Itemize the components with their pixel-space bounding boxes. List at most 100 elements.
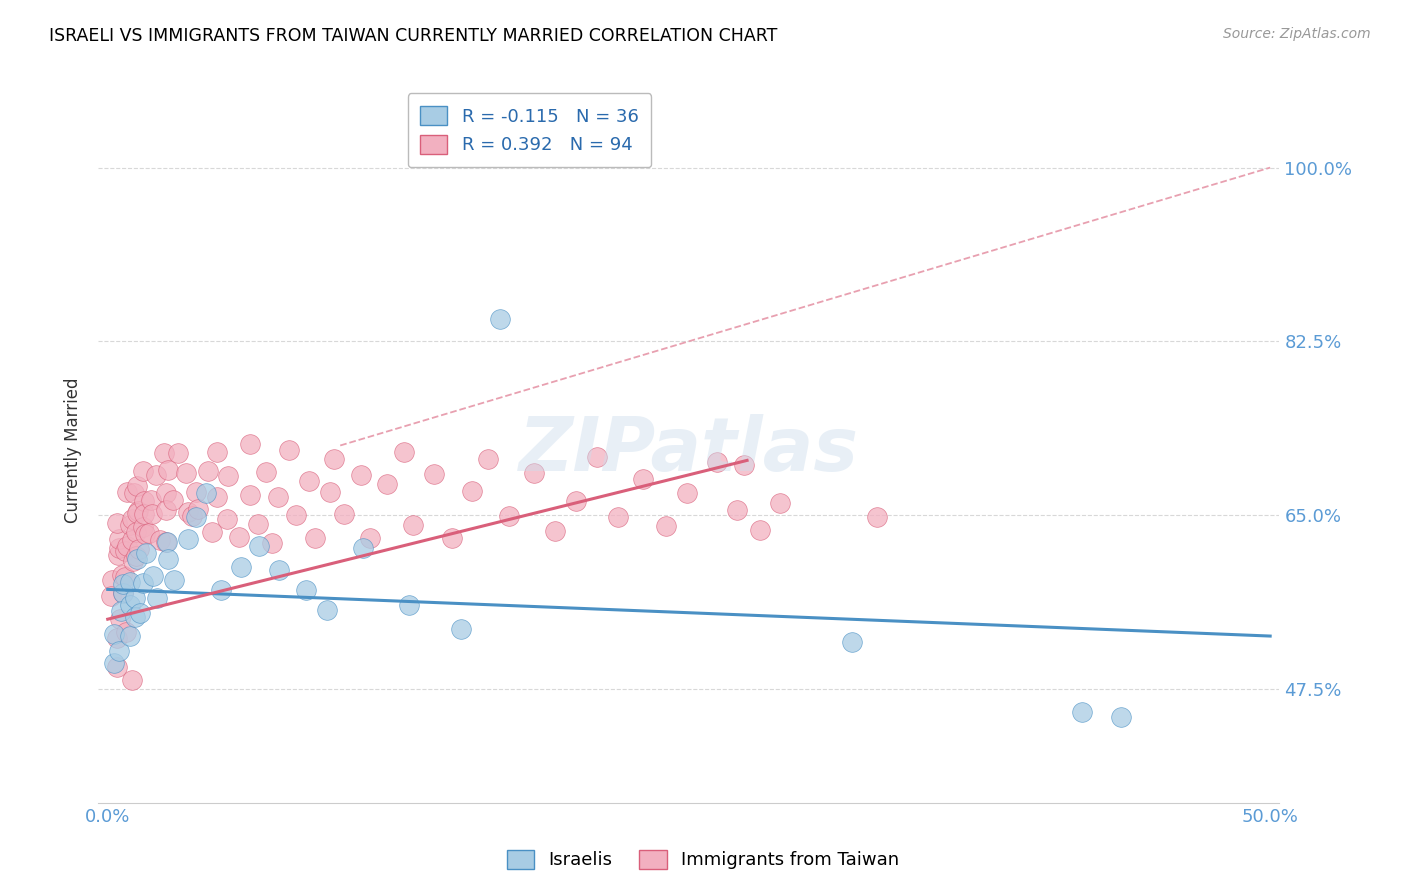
Point (422, 467, 444, 482)
Point (105, 631, 128, 645)
Point (107, 643, 129, 657)
Point (769, 496, 792, 510)
Point (125, 525, 148, 540)
Point (402, 518, 425, 533)
Point (194, 486, 217, 500)
Point (155, 486, 177, 500)
Point (246, 517, 269, 532)
Point (155, 502, 177, 516)
Point (155, 534, 177, 549)
Point (108, 612, 131, 626)
Point (205, 444, 228, 458)
Point (127, 478, 149, 492)
Point (117, 484, 139, 499)
Point (114, 570, 136, 584)
Point (125, 506, 148, 520)
Point (304, 532, 326, 546)
Point (392, 445, 415, 459)
Point (676, 486, 699, 500)
Point (333, 507, 356, 521)
Point (132, 575, 155, 590)
Point (125, 549, 148, 563)
Point (124, 591, 146, 605)
Point (841, 635, 863, 649)
Point (181, 508, 204, 523)
Point (177, 505, 200, 519)
Point (176, 466, 198, 480)
Point (655, 519, 678, 533)
Point (138, 525, 160, 540)
Point (1070, 705, 1092, 719)
Point (162, 492, 184, 507)
Point (585, 450, 607, 464)
Point (489, 311, 512, 326)
Point (145, 591, 167, 605)
Point (112, 576, 135, 591)
Point (350, 468, 373, 483)
Point (631, 471, 654, 485)
Point (544, 524, 567, 538)
Point (122, 554, 145, 568)
Point (107, 660, 129, 674)
Point (132, 464, 155, 478)
Point (105, 516, 128, 531)
Legend: R = -0.115   N = 36, R = 0.392   N = 94: R = -0.115 N = 36, R = 0.392 N = 94 (408, 93, 651, 167)
Point (606, 510, 628, 524)
Point (101, 574, 124, 588)
Point (118, 598, 141, 612)
Point (149, 533, 172, 548)
Point (125, 552, 148, 566)
Point (157, 552, 180, 566)
Point (129, 606, 152, 620)
Point (107, 532, 129, 546)
Point (267, 491, 290, 505)
Point (217, 469, 239, 483)
Point (156, 463, 179, 477)
Text: Source: ZipAtlas.com: Source: ZipAtlas.com (1223, 27, 1371, 41)
Point (201, 524, 224, 539)
Point (239, 488, 262, 502)
Point (706, 455, 728, 469)
Point (110, 603, 132, 617)
Point (564, 494, 586, 508)
Point (749, 523, 772, 537)
Point (132, 507, 155, 521)
Point (228, 530, 250, 544)
Point (217, 512, 239, 526)
Point (100, 589, 122, 603)
Point (461, 483, 484, 498)
Point (359, 531, 381, 545)
Point (375, 477, 398, 491)
Point (441, 531, 464, 545)
Point (477, 452, 499, 467)
Point (247, 539, 270, 553)
Point (134, 494, 156, 508)
Point (866, 510, 889, 524)
Point (121, 512, 143, 526)
Point (319, 484, 342, 499)
Point (725, 503, 748, 517)
Point (398, 598, 420, 612)
Point (121, 673, 143, 687)
Point (132, 520, 155, 534)
Point (120, 629, 142, 643)
Point (260, 536, 283, 550)
Point (127, 504, 149, 518)
Point (108, 541, 131, 556)
Point (187, 502, 209, 516)
Y-axis label: Currently Married: Currently Married (65, 377, 83, 524)
Point (115, 539, 138, 553)
Point (254, 465, 277, 479)
Point (111, 586, 134, 600)
Point (316, 603, 339, 617)
Point (103, 627, 125, 641)
Point (498, 508, 520, 523)
Point (155, 534, 177, 549)
Point (197, 464, 219, 478)
Point (112, 586, 135, 600)
Point (114, 543, 136, 558)
Point (177, 532, 200, 546)
Point (184, 509, 207, 524)
Point (450, 622, 472, 636)
Point (124, 609, 146, 624)
